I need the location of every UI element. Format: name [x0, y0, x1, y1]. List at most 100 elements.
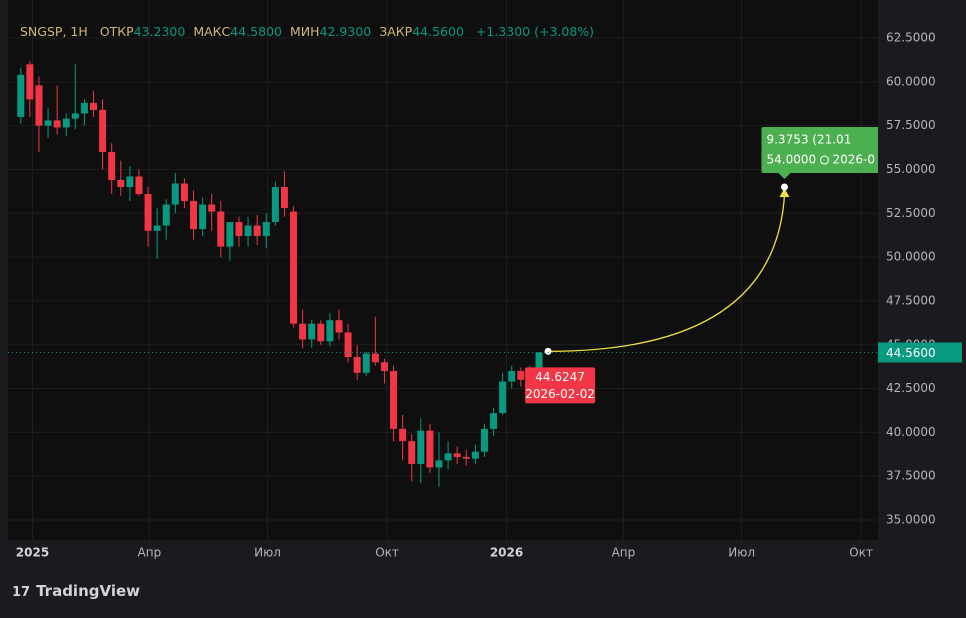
ohlc-value: 44.5800 [230, 24, 282, 39]
candle-body [499, 381, 507, 414]
candle-body [26, 64, 34, 100]
candle-body [235, 222, 243, 237]
candle-body [326, 320, 334, 342]
candle-body [117, 180, 125, 188]
x-tick-label: Апр [138, 546, 162, 560]
candle-body [508, 371, 516, 382]
candle-body [199, 204, 207, 230]
ohlc-value: 44.5600 [412, 24, 464, 39]
candle-body [80, 102, 88, 114]
candle-body [208, 204, 216, 212]
candle-body [480, 428, 488, 452]
ohlc-legend: SNGSP, 1Н ОТКР43.2300 МАКС44.5800 МИН42.93… [20, 24, 602, 39]
candle-body [426, 430, 434, 468]
y-tick-label: 40.0000 [886, 425, 936, 439]
start-price: 44.6247 [535, 370, 585, 384]
candle-body [517, 371, 525, 380]
y-tick-label: 47.5000 [886, 293, 936, 307]
candle-body [99, 109, 107, 152]
candle-body [71, 113, 79, 119]
y-tick-label: 42.5000 [886, 381, 936, 395]
projection-start [544, 347, 552, 355]
y-tick-label: 55.0000 [886, 162, 936, 176]
y-tick-label: 57.5000 [886, 118, 936, 132]
candle-body [217, 211, 225, 247]
ohlc-value: 43.2300 [133, 24, 186, 39]
plot-area [8, 0, 878, 540]
candle-body [180, 183, 188, 202]
candle-body [299, 323, 307, 340]
candle-body [53, 120, 61, 128]
ohlc: ОТКР43.2300 МАКС44.5800 МИН42.9300 ЗАКР44.5… [100, 24, 472, 39]
ohlc-value: 42.9300 [319, 24, 372, 39]
candle-body [362, 353, 370, 373]
candle-body [353, 357, 361, 373]
candle-body [280, 187, 288, 209]
candle-body [435, 460, 443, 468]
candle-body [290, 211, 298, 324]
candle-body [126, 176, 134, 188]
y-tick-label: 62.5000 [886, 31, 936, 45]
clock-icon [819, 155, 829, 165]
candle-body [380, 362, 388, 372]
candle-body [62, 118, 70, 128]
last-price-label: 44.5600 [886, 346, 936, 360]
candle-body [262, 222, 270, 237]
start-label-box [525, 367, 596, 404]
x-tick-label: 2025 [16, 546, 49, 560]
candle-body [444, 453, 452, 461]
last-price-box [878, 342, 962, 363]
y-tick-label: 35.0000 [886, 513, 936, 527]
candle-body [453, 453, 461, 457]
ohlc-label: МАКС [193, 24, 231, 39]
candle-body [253, 225, 261, 237]
candle-body [308, 323, 316, 340]
projection-end [780, 183, 788, 191]
x-tick-label: Апр [612, 546, 636, 560]
candle-body [317, 323, 325, 342]
candle-body [17, 74, 25, 117]
brand-logo[interactable]: 17 TradingView [12, 582, 141, 600]
ohlc-label: ОТКР [99, 24, 134, 39]
candle-body [390, 371, 398, 429]
end-label-pointer [778, 173, 791, 180]
candle-body [171, 183, 179, 205]
change: +1.3300 (+3.08%) [475, 24, 595, 39]
ohlc-label: ЗАКР [379, 24, 413, 39]
candle-body [344, 332, 352, 358]
candle-body [90, 102, 98, 110]
end-price: 54.0000 [766, 153, 816, 167]
end-label-box [761, 127, 878, 174]
candle-body [35, 85, 43, 126]
candle-body [471, 451, 479, 459]
candle-body [408, 441, 416, 464]
y-tick-label: 37.5000 [886, 469, 936, 483]
candle-body [371, 353, 379, 363]
candle-body [190, 201, 198, 230]
candle-body [144, 194, 152, 231]
projection-curve [548, 194, 786, 352]
y-tick-label: 52.5000 [886, 206, 936, 220]
candle-body [44, 120, 52, 126]
symbol: SNGSP, 1Н [20, 24, 88, 39]
ohlc-label: МИН [289, 24, 320, 39]
candle-body [335, 320, 343, 333]
candle-body [271, 187, 279, 223]
x-tick-label: 2026 [490, 546, 523, 560]
candle-body [399, 428, 407, 442]
brand: TradingView [36, 582, 141, 600]
x-tick-label: Июл [254, 546, 281, 560]
candle-body [535, 352, 543, 376]
start-date: 2026-02-02 [525, 387, 595, 401]
x-tick-label: Окт [375, 546, 399, 560]
candle-body [417, 430, 425, 464]
y-tick-label: 50.0000 [886, 250, 936, 264]
end-change: 9.3753 (21.01 [766, 133, 851, 147]
candle-body [108, 151, 116, 180]
candle-body [153, 225, 161, 231]
candle-body [244, 225, 252, 237]
y-tick-label: 60.0000 [886, 74, 936, 88]
x-tick-label: Июл [728, 546, 755, 560]
